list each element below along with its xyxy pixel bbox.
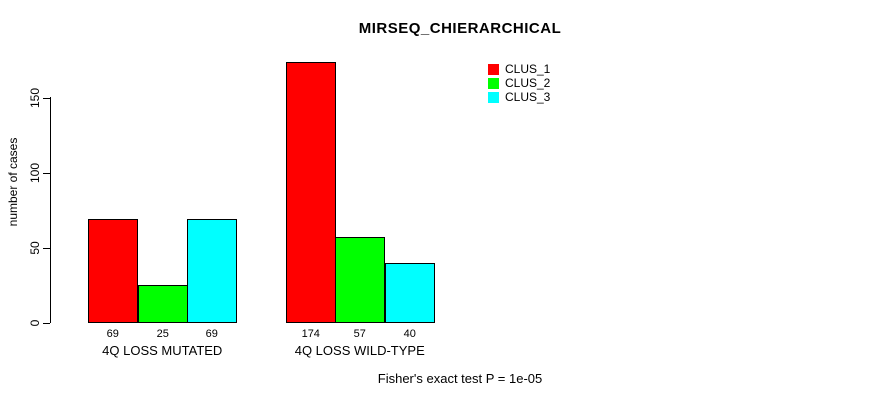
legend-item-clus_1: CLUS_1	[488, 62, 551, 76]
bar-value-label: 57	[353, 328, 366, 340]
chart-legend: CLUS_1 CLUS_2 CLUS_3	[488, 62, 551, 104]
y-tick-mark	[43, 322, 50, 324]
bar-clus_2-group1	[138, 285, 188, 323]
chart-title: MIRSEQ_CHIERARCHICAL	[358, 20, 562, 37]
legend-swatch-icon	[488, 92, 499, 103]
bar-value-label: 174	[301, 328, 320, 340]
legend-swatch-icon	[488, 78, 499, 89]
x-category-label: 4Q LOSS WILD-TYPE	[294, 343, 425, 358]
bar-value-label: 69	[106, 328, 119, 340]
y-tick-mark	[43, 97, 50, 99]
bar-value-label: 40	[403, 328, 416, 340]
legend-label: CLUS_3	[505, 90, 551, 104]
y-tick-label: 100	[28, 162, 42, 184]
bar-clus_3-group2	[385, 263, 435, 323]
legend-item-clus_2: CLUS_2	[488, 76, 551, 90]
bar-value-label: 69	[205, 328, 218, 340]
y-tick-label: 50	[28, 241, 42, 255]
bar-clus_1-group2	[286, 62, 336, 323]
bar-clus_1-group1	[88, 219, 138, 323]
y-tick-label: 0	[28, 319, 42, 327]
legend-label: CLUS_1	[505, 62, 551, 76]
bar-clus_2-group2	[335, 237, 385, 323]
y-tick-mark	[43, 172, 50, 174]
legend-swatch-icon	[488, 64, 499, 75]
legend-item-clus_3: CLUS_3	[488, 90, 551, 104]
x-category-label: 4Q LOSS MUTATED	[102, 343, 223, 358]
bar-clus_3-group1	[187, 219, 237, 323]
y-tick-label: 150	[28, 87, 42, 109]
footer-note: Fisher's exact test P = 1e-05	[377, 371, 543, 386]
bar-value-label: 25	[156, 328, 169, 340]
y-axis-title: number of cases	[6, 137, 20, 227]
legend-label: CLUS_2	[505, 76, 551, 90]
y-tick-mark	[43, 247, 50, 249]
y-axis-line	[50, 97, 51, 323]
